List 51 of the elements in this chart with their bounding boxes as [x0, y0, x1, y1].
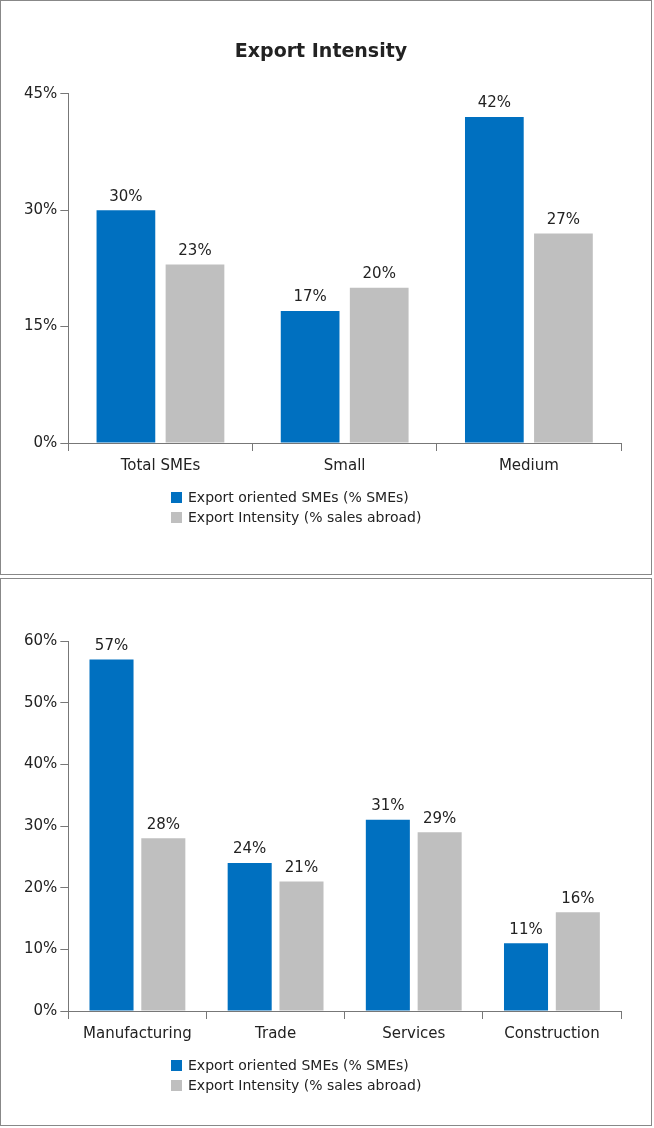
x-tick-label: Trade — [254, 1023, 297, 1042]
x-tick-label: Construction — [504, 1023, 600, 1042]
y-tick-label: 45% — [24, 83, 58, 102]
y-tick-label: 20% — [24, 877, 58, 896]
data-label: 21% — [284, 857, 319, 876]
legend-label: Export oriented SMEs (% SMEs) — [188, 1057, 409, 1073]
data-label: 27% — [546, 209, 581, 228]
y-tick-label: 40% — [24, 754, 58, 773]
bar — [503, 943, 549, 1011]
y-tick-label: 0% — [33, 432, 58, 451]
data-label: 16% — [561, 888, 595, 907]
x-tick-label: Small — [323, 455, 366, 474]
data-label: 30% — [109, 186, 143, 205]
bar — [96, 210, 156, 443]
data-label: 29% — [422, 808, 457, 827]
y-tick-label: 50% — [24, 692, 58, 711]
x-tick-label: Services — [382, 1023, 446, 1042]
bar — [280, 311, 340, 443]
bar — [227, 863, 272, 1011]
x-tick-label: Medium — [498, 455, 559, 474]
bar — [165, 264, 225, 443]
bar — [141, 838, 186, 1011]
bar — [89, 659, 134, 1011]
data-label: 57% — [94, 635, 129, 654]
legend-label: Export oriented SMEs (% SMEs) — [188, 489, 409, 505]
legend-label: Export Intensity (% sales abroad) — [188, 509, 422, 525]
data-label: 20% — [362, 264, 396, 283]
data-label: 28% — [146, 814, 180, 833]
bar — [349, 287, 409, 443]
chart-title: Export Intensity — [234, 39, 408, 62]
data-label: 17% — [293, 287, 327, 306]
bar — [464, 117, 524, 443]
x-tick-label: Total SMEs — [119, 455, 201, 474]
data-label: 11% — [509, 919, 543, 938]
y-tick-label: 10% — [24, 939, 58, 958]
data-label: 42% — [477, 93, 512, 112]
bar — [555, 912, 600, 1011]
bar — [534, 233, 593, 443]
x-tick-label: Manufacturing — [83, 1023, 192, 1042]
data-label: 23% — [178, 240, 212, 259]
data-label: 31% — [371, 796, 405, 815]
data-label: 24% — [233, 839, 267, 858]
bar — [365, 819, 410, 1011]
bar — [279, 881, 324, 1011]
y-tick-label: 60% — [24, 630, 58, 649]
y-tick-label: 15% — [24, 316, 58, 335]
legend-label: Export Intensity (% sales abroad) — [188, 1077, 422, 1093]
y-tick-label: 30% — [24, 200, 58, 219]
y-tick-label: 30% — [24, 815, 58, 834]
bar — [417, 832, 462, 1011]
y-tick-label: 0% — [33, 1000, 58, 1019]
